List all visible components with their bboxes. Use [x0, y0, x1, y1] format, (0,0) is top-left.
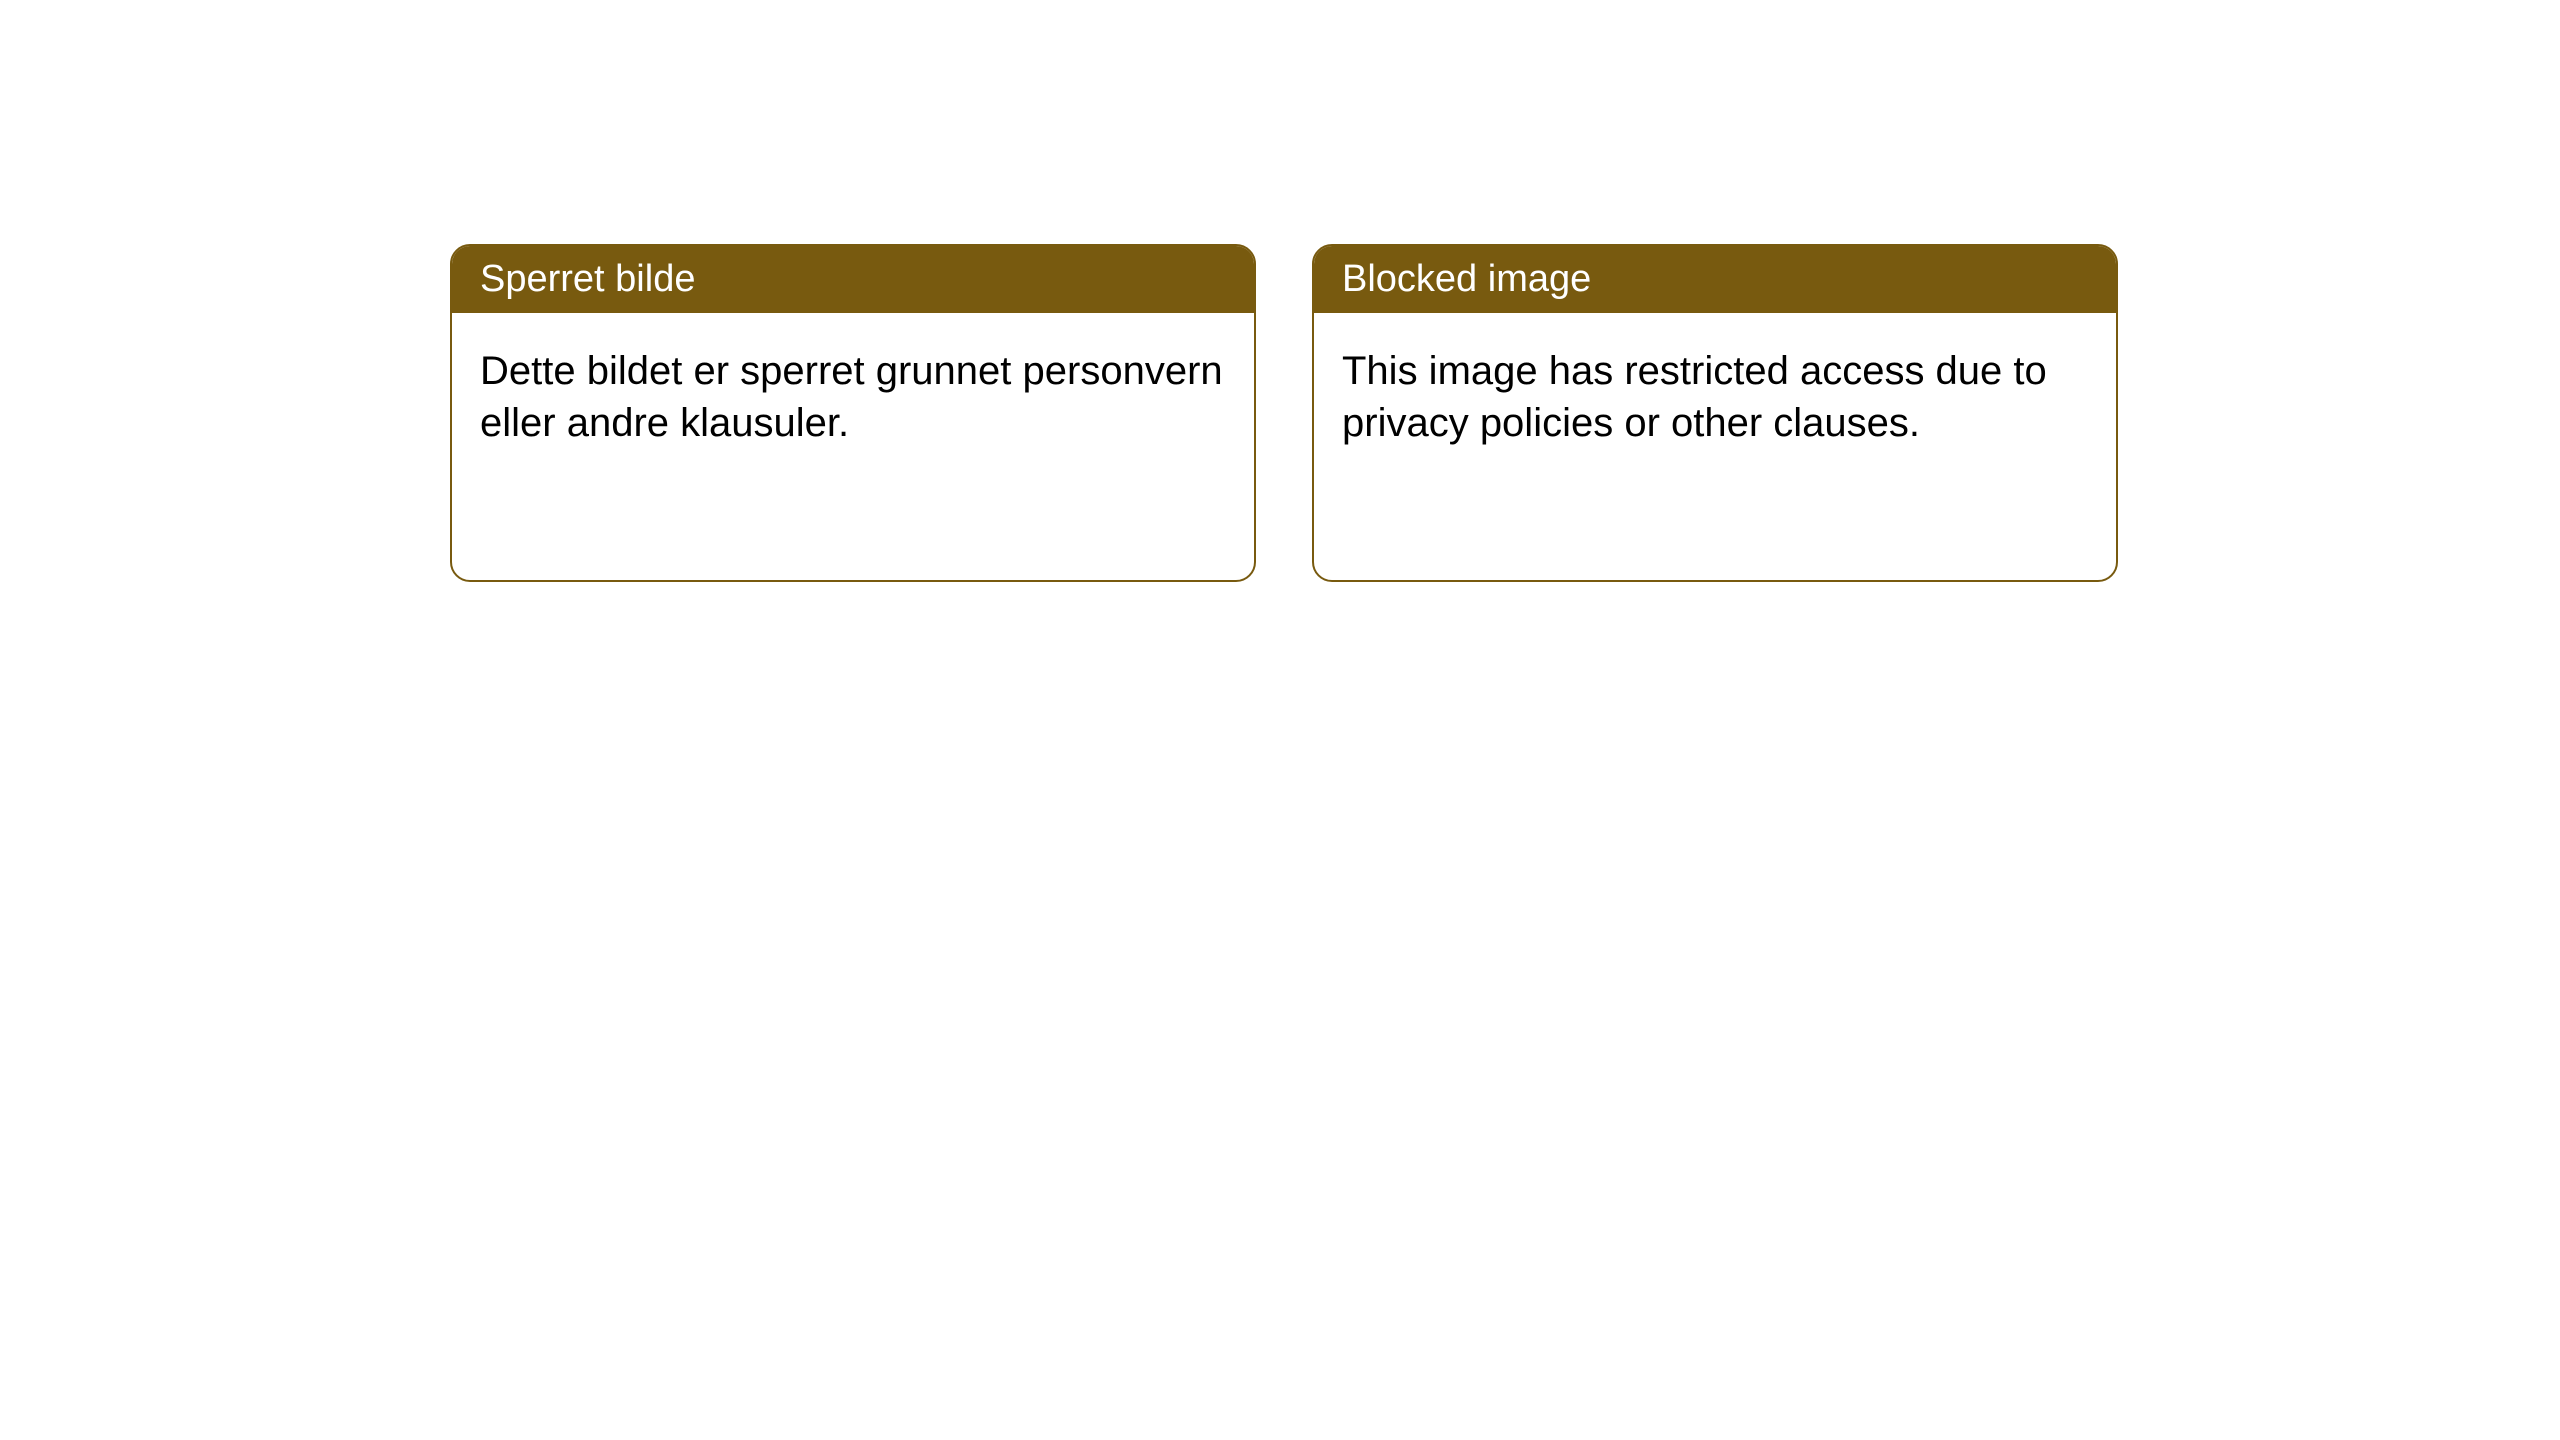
card-body-en: This image has restricted access due to … — [1314, 313, 2116, 481]
blocked-image-card-no: Sperret bilde Dette bildet er sperret gr… — [450, 244, 1256, 582]
cards-container: Sperret bilde Dette bildet er sperret gr… — [0, 0, 2560, 582]
card-header-no: Sperret bilde — [452, 246, 1254, 313]
card-body-no: Dette bildet er sperret grunnet personve… — [452, 313, 1254, 481]
blocked-image-card-en: Blocked image This image has restricted … — [1312, 244, 2118, 582]
card-header-en: Blocked image — [1314, 246, 2116, 313]
